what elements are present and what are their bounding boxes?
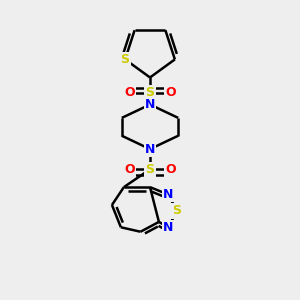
Text: O: O <box>124 163 134 176</box>
Text: S: S <box>172 204 181 218</box>
Text: S: S <box>146 163 154 176</box>
Text: S: S <box>121 53 130 66</box>
Text: N: N <box>145 142 155 156</box>
Text: O: O <box>124 86 134 99</box>
Text: S: S <box>146 86 154 99</box>
Text: N: N <box>163 221 174 234</box>
Text: O: O <box>166 163 176 176</box>
Text: N: N <box>163 188 174 201</box>
Text: N: N <box>145 98 155 111</box>
Text: O: O <box>166 86 176 99</box>
